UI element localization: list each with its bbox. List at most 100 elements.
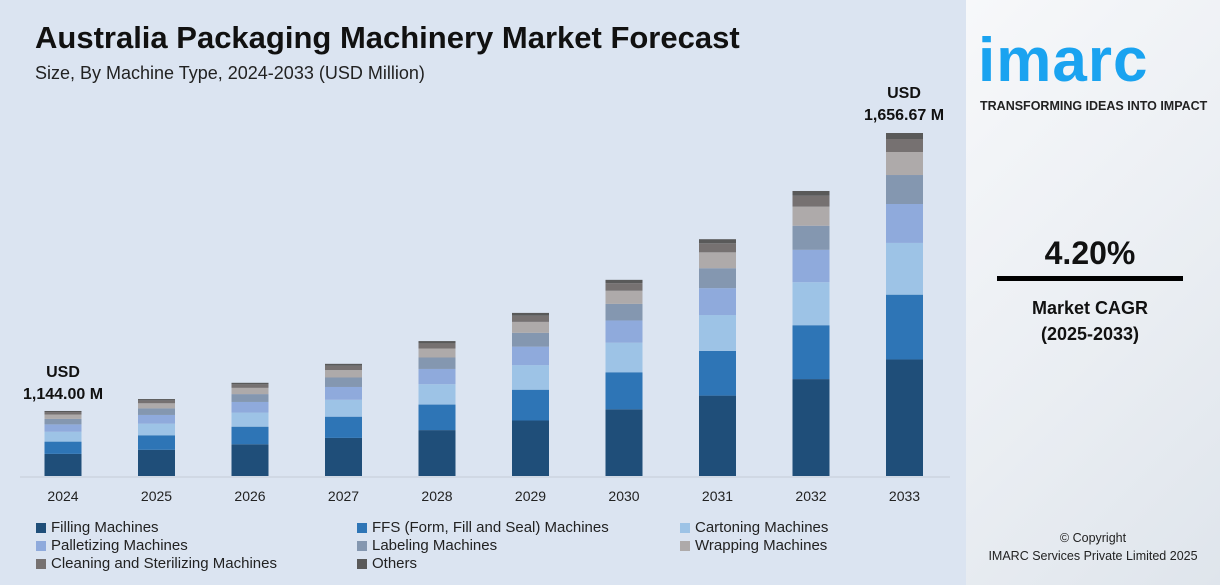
bar-segment-2028: [418, 348, 456, 358]
bar-segment-2029: [512, 346, 549, 366]
bar-segment-2028: [418, 404, 456, 431]
bar-segment-2025: [138, 403, 175, 409]
legend-item: Wrapping Machines: [680, 537, 827, 554]
bar-segment-2031: [699, 395, 736, 476]
bar-segment-2032: [792, 225, 830, 250]
brand-tagline: TRANSFORMING IDEAS INTO IMPACT: [980, 99, 1208, 113]
legend-label: Others: [372, 555, 418, 572]
legend-swatch: [357, 558, 367, 569]
x-tick-label: 2026: [234, 488, 265, 504]
copyright-line2: IMARC Services Private Limited 2025: [988, 549, 1198, 563]
bar-segment-2028: [418, 368, 456, 385]
bar-segment-2026: [231, 387, 269, 395]
bar-segment-2029: [512, 312, 549, 316]
bar-segment-2026: [231, 394, 269, 402]
bar-segment-2032: [792, 195, 830, 207]
bar-segment-2028: [418, 343, 456, 349]
x-tick-label: 2028: [421, 488, 452, 504]
x-tick-label: 2033: [889, 488, 920, 504]
bar-segment-2027: [325, 386, 362, 400]
legend-label: Labeling Machines: [372, 537, 498, 554]
bar-segment-2026: [231, 412, 269, 427]
end-value-annotation: USD 1,656.67 M: [852, 83, 956, 127]
copyright-line1: © Copyright: [1059, 531, 1127, 545]
legend-item: FFS (Form, Fill and Seal) Machines: [357, 519, 609, 536]
legend-swatch: [36, 540, 46, 551]
bar-segment-2031: [699, 239, 736, 244]
bar-segment-2024: [44, 441, 82, 454]
stacked-bar-chart: 2024 2025 2026 2027 2028 2029 2030 2031 2032 2033: [20, 133, 950, 504]
bar-segment-2032: [792, 249, 830, 283]
bar-segment-2027: [325, 437, 362, 476]
cagr-label-block: Market CAGR (2025-2033): [997, 295, 1183, 347]
legend-label: Filling Machines: [51, 519, 159, 536]
bar-segment-2024: [44, 414, 82, 419]
bar-segment-2027: [325, 363, 362, 366]
bar-segment-2026: [231, 444, 269, 476]
bar-segment-2027: [325, 370, 362, 378]
legend-label: FFS (Form, Fill and Seal) Machines: [372, 519, 609, 536]
bar-segment-2027: [325, 365, 362, 371]
bar-segment-2030: [605, 320, 643, 343]
legend-item: Filling Machines: [36, 519, 159, 536]
bar-segment-2025: [138, 399, 175, 401]
bar-segment-2024: [44, 424, 82, 432]
bar-segment-2030: [605, 372, 643, 410]
bar-segment-2031: [699, 288, 736, 316]
bar-segment-2033: [886, 133, 923, 140]
bar-segment-2026: [231, 382, 269, 385]
bar-segment-2031: [699, 252, 736, 269]
legend-swatch: [357, 540, 367, 551]
bar-segment-2031: [699, 268, 736, 289]
bar-segment-2025: [138, 435, 175, 450]
bar-segment-2028: [418, 384, 456, 405]
x-tick-label: 2030: [608, 488, 639, 504]
bar-segment-2033: [886, 359, 923, 476]
bar-segment-2032: [792, 282, 830, 326]
start-value: 1,144.00 M: [22, 386, 104, 403]
bar-segment-2028: [418, 341, 456, 344]
legend-label: Wrapping Machines: [695, 537, 828, 554]
cagr-value: 4.20%: [1044, 235, 1136, 271]
legend-swatch: [680, 522, 690, 533]
bar-segment-2030: [605, 303, 643, 321]
bar-segment-2030: [605, 283, 643, 291]
legend-label: Palletizing Machines: [51, 537, 188, 554]
bar-segment-2033: [886, 152, 923, 176]
legend-swatch: [36, 558, 46, 569]
imarc-logo: imarc: [978, 26, 1149, 95]
legend-swatch: [680, 540, 690, 551]
bar-segment-2031: [699, 315, 736, 351]
bar-segment-2033: [886, 242, 923, 295]
bar-segment-2026: [231, 426, 269, 445]
chart-title: Australia Packaging Machinery Market For…: [35, 20, 740, 55]
legend-swatch: [357, 522, 367, 533]
brand-panel: [966, 0, 1220, 585]
legend-item: Palletizing Machines: [36, 537, 188, 554]
bar-segment-2033: [886, 204, 923, 243]
legend-item: Cleaning and Sterilizing Machines: [36, 555, 277, 572]
legend-item: Labeling Machines: [357, 537, 497, 554]
bar-segment-2025: [138, 449, 175, 476]
bar-segment-2030: [605, 409, 643, 476]
bar-segment-2025: [138, 408, 175, 415]
x-tick-label: 2025: [141, 488, 172, 504]
bar-segment-2025: [138, 423, 175, 436]
bar-segment-2030: [605, 290, 643, 304]
bar-segment-2025: [138, 414, 175, 424]
bar-segment-2031: [699, 350, 736, 396]
cagr-divider: [997, 276, 1183, 281]
legend-label: Cleaning and Sterilizing Machines: [51, 555, 277, 572]
bar-segment-2032: [792, 190, 830, 196]
bar-segment-2032: [792, 206, 830, 226]
cagr-label: Market CAGR: [1031, 298, 1149, 318]
legend-item: Others: [357, 555, 417, 572]
start-currency: USD: [46, 364, 80, 381]
bar-segment-2029: [512, 389, 549, 421]
start-value-annotation: USD 1,144.00 M: [15, 362, 111, 406]
bar-segment-2028: [418, 430, 456, 476]
bar-segment-2029: [512, 321, 549, 333]
cagr-period: (2025-2033): [1040, 324, 1140, 344]
bar-segment-2031: [699, 243, 736, 253]
bar-segment-2032: [792, 325, 830, 380]
